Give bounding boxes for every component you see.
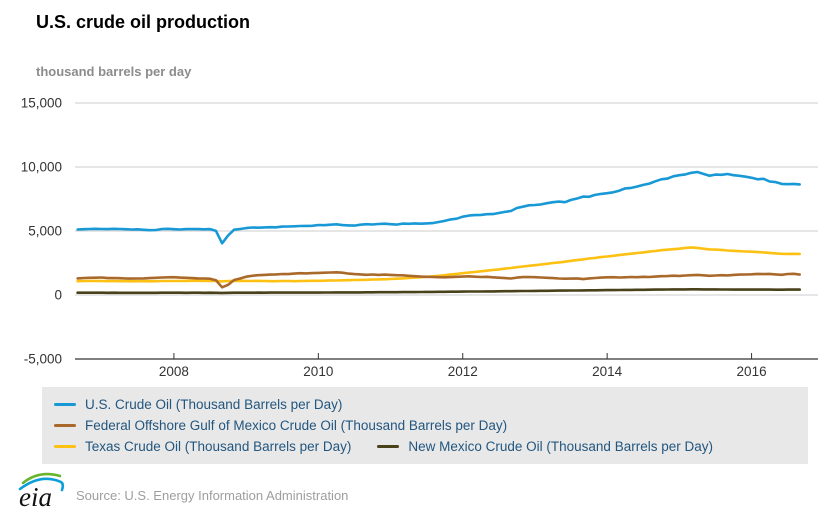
- legend-label: Texas Crude Oil (Thousand Barrels per Da…: [85, 439, 352, 454]
- page-title: U.S. crude oil production: [36, 12, 251, 32]
- eia-logo: eia: [18, 472, 65, 512]
- y-tick-label: -5,000: [24, 352, 62, 367]
- legend: U.S. Crude Oil (Thousand Barrels per Day…: [42, 387, 808, 464]
- gulf-of-mexico-swatch-icon: [54, 424, 76, 427]
- y-axis-unit-label: thousand barrels per day: [36, 64, 192, 79]
- series-line-1: [76, 270, 802, 289]
- eia-logo-blue-arc: [18, 477, 65, 492]
- legend-row: U.S. Crude Oil (Thousand Barrels per Day…: [54, 394, 798, 415]
- y-tick-label: 10,000: [21, 160, 62, 175]
- legend-row: Texas Crude Oil (Thousand Barrels per Da…: [54, 436, 798, 457]
- eia-logo-green-arc: [21, 472, 62, 485]
- source-attribution: Source: U.S. Energy Information Administ…: [76, 488, 349, 503]
- x-tick-label: 2008: [159, 364, 189, 379]
- series-line-0: [76, 170, 802, 245]
- series-line-2: [76, 246, 802, 283]
- y-tick-label: 15,000: [21, 96, 62, 111]
- y-tick-label: 0: [54, 288, 62, 303]
- legend-row: Federal Offshore Gulf of Mexico Crude Oi…: [54, 415, 798, 436]
- legend-label: U.S. Crude Oil (Thousand Barrels per Day…: [85, 397, 343, 412]
- x-tick-label: 2014: [592, 364, 623, 379]
- series-line-3: [76, 287, 802, 295]
- x-tick-label: 2010: [303, 364, 333, 379]
- legend-item-texas: Texas Crude Oil (Thousand Barrels per Da…: [54, 439, 351, 454]
- y-tick-label: 5,000: [28, 224, 62, 239]
- legend-label: Federal Offshore Gulf of Mexico Crude Oi…: [85, 418, 508, 433]
- legend-item-gulf-of-mexico: Federal Offshore Gulf of Mexico Crude Oi…: [54, 418, 507, 433]
- legend-item-new-mexico: New Mexico Crude Oil (Thousand Barrels p…: [377, 439, 713, 454]
- x-tick-label: 2012: [448, 364, 478, 379]
- eia-logo-text: eia: [19, 482, 52, 512]
- us-crude-swatch-icon: [54, 403, 76, 406]
- texas-swatch-icon: [54, 445, 76, 448]
- x-tick-label: 2016: [737, 364, 767, 379]
- legend-item-us-crude: U.S. Crude Oil (Thousand Barrels per Day…: [54, 397, 342, 412]
- new-mexico-swatch-icon: [377, 445, 400, 448]
- legend-label: New Mexico Crude Oil (Thousand Barrels p…: [408, 439, 713, 454]
